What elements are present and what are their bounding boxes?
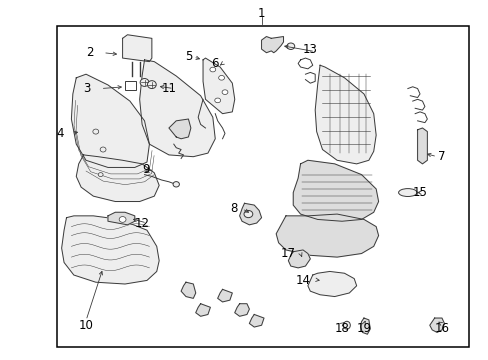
Polygon shape <box>76 155 159 202</box>
Polygon shape <box>122 35 152 62</box>
Text: 2: 2 <box>86 46 93 59</box>
Bar <box>57 26 468 347</box>
Ellipse shape <box>218 76 224 80</box>
Polygon shape <box>288 250 310 268</box>
Ellipse shape <box>119 217 126 222</box>
Ellipse shape <box>286 43 294 49</box>
Polygon shape <box>217 289 232 302</box>
Polygon shape <box>181 282 195 298</box>
Text: 15: 15 <box>412 186 427 199</box>
Text: 13: 13 <box>302 42 317 55</box>
Text: 17: 17 <box>280 247 295 260</box>
Polygon shape <box>360 318 369 334</box>
Ellipse shape <box>140 78 149 86</box>
Text: 7: 7 <box>437 150 445 163</box>
Polygon shape <box>307 271 356 297</box>
Polygon shape <box>315 65 375 164</box>
Polygon shape <box>195 304 210 316</box>
Ellipse shape <box>173 181 179 187</box>
Text: 10: 10 <box>79 319 93 332</box>
Ellipse shape <box>244 211 252 218</box>
Polygon shape <box>203 58 234 114</box>
Polygon shape <box>140 60 215 157</box>
Text: 9: 9 <box>142 163 149 176</box>
Text: 8: 8 <box>229 202 237 215</box>
Ellipse shape <box>398 189 416 197</box>
Polygon shape <box>417 128 427 164</box>
Polygon shape <box>168 119 190 139</box>
Bar <box>125 81 136 90</box>
Ellipse shape <box>214 98 220 103</box>
Polygon shape <box>234 304 249 316</box>
Text: 3: 3 <box>83 82 91 95</box>
Text: 12: 12 <box>134 216 149 230</box>
Polygon shape <box>61 216 159 284</box>
Ellipse shape <box>100 147 106 152</box>
Text: 11: 11 <box>161 82 176 95</box>
Polygon shape <box>261 37 283 53</box>
Text: 5: 5 <box>184 50 192 63</box>
Ellipse shape <box>343 321 349 329</box>
Ellipse shape <box>147 81 156 89</box>
Polygon shape <box>249 315 264 327</box>
Text: 16: 16 <box>434 322 448 335</box>
Text: 1: 1 <box>257 7 265 20</box>
Polygon shape <box>293 160 378 221</box>
Polygon shape <box>276 214 378 257</box>
Text: 6: 6 <box>211 57 219 70</box>
Polygon shape <box>239 203 261 225</box>
Text: 4: 4 <box>57 127 64 140</box>
Ellipse shape <box>93 129 99 134</box>
Polygon shape <box>429 318 444 332</box>
Polygon shape <box>108 212 135 225</box>
Text: 14: 14 <box>295 274 310 287</box>
Ellipse shape <box>209 67 215 72</box>
Ellipse shape <box>222 90 227 94</box>
Text: 19: 19 <box>356 322 371 335</box>
Polygon shape <box>71 74 149 167</box>
Ellipse shape <box>98 173 103 177</box>
Text: 18: 18 <box>334 322 349 335</box>
